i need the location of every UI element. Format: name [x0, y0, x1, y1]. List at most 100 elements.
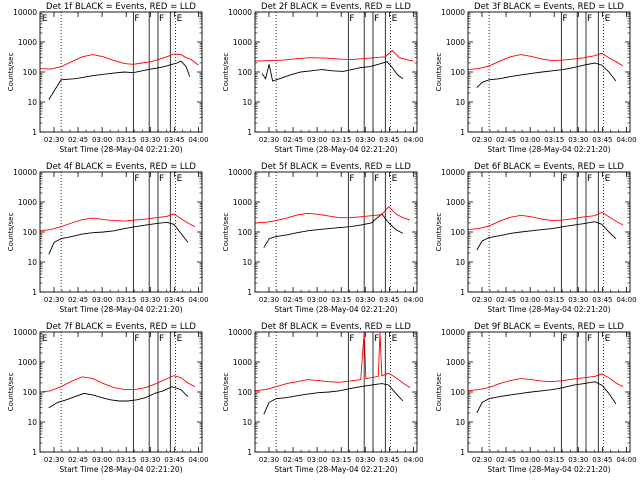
flag-label: F — [159, 14, 164, 24]
x-tick-label: 02:30 — [44, 136, 64, 144]
y-tick-label: 1000 — [446, 38, 465, 47]
y-tick-label: 100 — [238, 228, 253, 237]
x-tick-label: 03:30 — [568, 296, 588, 304]
x-axis-label: Start Time (28-May-04 02:21:20) — [59, 145, 182, 154]
y-tick-label: 10 — [242, 418, 252, 427]
events-series-line — [261, 61, 404, 82]
x-tick-label: 03:00 — [307, 456, 327, 464]
events-series-line — [48, 386, 189, 409]
flag-label: E — [177, 174, 183, 184]
flag-label: F — [587, 14, 592, 24]
panel-title: Det 6f BLACK = Events, RED = LLD — [474, 162, 624, 172]
plot-frame — [467, 331, 631, 453]
x-tick-label: 03:30 — [568, 456, 588, 464]
x-tick-label: 03:30 — [355, 296, 375, 304]
y-tick-label: 10000 — [13, 168, 37, 177]
flag-label: F — [374, 334, 379, 344]
lld-series-line — [254, 331, 411, 392]
plot-frame — [254, 11, 418, 133]
flag-label: E — [177, 14, 183, 24]
plot-frame — [467, 171, 631, 293]
flag-label: F — [349, 334, 354, 344]
y-tick-label: 1000 — [233, 358, 252, 367]
flag-label: E — [605, 14, 611, 24]
x-tick-label: 02:45 — [496, 296, 516, 304]
x-axis-label: Start Time (28-May-04 02:21:20) — [274, 305, 397, 314]
y-tick-label: 100 — [451, 228, 466, 237]
y-axis-label: Counts/sec — [222, 53, 230, 92]
events-series-line — [48, 221, 189, 255]
x-tick-label: 03:00 — [92, 296, 112, 304]
y-tick-label: 1 — [460, 288, 465, 297]
flag-label: E — [392, 14, 398, 24]
detector-panel-3: Det 3f BLACK = Events, RED = LLD Counts/s… — [435, 2, 637, 154]
flag-label: E — [42, 334, 48, 344]
x-tick-label: 03:45 — [379, 296, 399, 304]
x-tick-label: 04:00 — [616, 296, 636, 304]
y-tick-label: 10000 — [228, 328, 252, 337]
y-tick-label: 1000 — [446, 358, 465, 367]
x-tick-label: 03:00 — [307, 136, 327, 144]
x-tick-label: 02:45 — [496, 456, 516, 464]
flag-label: E — [42, 14, 48, 24]
y-tick-label: 100 — [238, 388, 253, 397]
panel-title: Det 2f BLACK = Events, RED = LLD — [261, 2, 411, 12]
x-tick-label: 03:30 — [140, 296, 160, 304]
flag-label: F — [134, 174, 139, 184]
y-tick-label: 100 — [451, 388, 466, 397]
flag-label: E — [392, 334, 398, 344]
y-tick-label: 1 — [460, 448, 465, 457]
panel-title: Det 5f BLACK = Events, RED = LLD — [261, 162, 411, 172]
x-tick-label: 03:15 — [331, 136, 351, 144]
x-tick-label: 02:30 — [472, 296, 492, 304]
detector-panel-1: Det 1f BLACK = Events, RED = LLD Counts/s… — [7, 2, 209, 154]
events-series-line — [476, 381, 617, 414]
flag-label: E — [605, 334, 611, 344]
flag-label: E — [177, 334, 183, 344]
y-tick-label: 1 — [32, 128, 37, 137]
y-tick-label: 1000 — [18, 358, 37, 367]
x-tick-label: 02:45 — [283, 296, 303, 304]
y-tick-label: 1 — [247, 288, 252, 297]
x-tick-label: 04:00 — [188, 136, 208, 144]
x-tick-label: 03:15 — [116, 456, 136, 464]
x-tick-label: 03:00 — [307, 296, 327, 304]
panel-title: Det 1f BLACK = Events, RED = LLD — [46, 2, 196, 12]
flag-label: F — [349, 14, 354, 24]
flag-label: F — [562, 174, 567, 184]
x-tick-label: 02:45 — [68, 296, 88, 304]
y-tick-label: 1 — [32, 448, 37, 457]
panel-title: Det 8f BLACK = Events, RED = LLD — [261, 322, 411, 332]
lld-series-line — [467, 373, 624, 392]
x-tick-label: 03:45 — [592, 296, 612, 304]
y-tick-label: 1 — [460, 128, 465, 137]
y-tick-label: 10000 — [441, 8, 465, 17]
panel-title: Det 9f BLACK = Events, RED = LLD — [474, 322, 624, 332]
y-tick-label: 10000 — [441, 328, 465, 337]
lld-series-line — [254, 205, 411, 224]
panel-title: Det 4f BLACK = Events, RED = LLD — [46, 162, 196, 172]
x-tick-label: 03:00 — [520, 296, 540, 304]
y-tick-label: 10 — [455, 258, 465, 267]
x-tick-label: 02:30 — [472, 456, 492, 464]
y-tick-label: 1000 — [446, 198, 465, 207]
x-tick-label: 03:15 — [331, 456, 351, 464]
y-tick-label: 100 — [23, 388, 38, 397]
y-tick-label: 10 — [27, 258, 37, 267]
x-axis-label: Start Time (28-May-04 02:21:20) — [487, 145, 610, 154]
x-tick-label: 03:30 — [355, 136, 375, 144]
x-tick-label: 03:45 — [164, 456, 184, 464]
x-tick-label: 02:45 — [68, 456, 88, 464]
y-tick-label: 100 — [451, 68, 466, 77]
x-tick-label: 04:00 — [188, 296, 208, 304]
detector-panel-9: Det 9f BLACK = Events, RED = LLD Counts/s… — [435, 322, 637, 474]
y-tick-label: 100 — [23, 228, 38, 237]
flag-label: F — [159, 174, 164, 184]
flag-label: F — [159, 334, 164, 344]
lld-series-line — [467, 52, 624, 71]
y-tick-label: 1000 — [233, 198, 252, 207]
x-tick-label: 04:00 — [403, 296, 423, 304]
x-tick-label: 04:00 — [616, 136, 636, 144]
x-axis-label: Start Time (28-May-04 02:21:20) — [274, 465, 397, 474]
y-tick-label: 10000 — [13, 8, 37, 17]
